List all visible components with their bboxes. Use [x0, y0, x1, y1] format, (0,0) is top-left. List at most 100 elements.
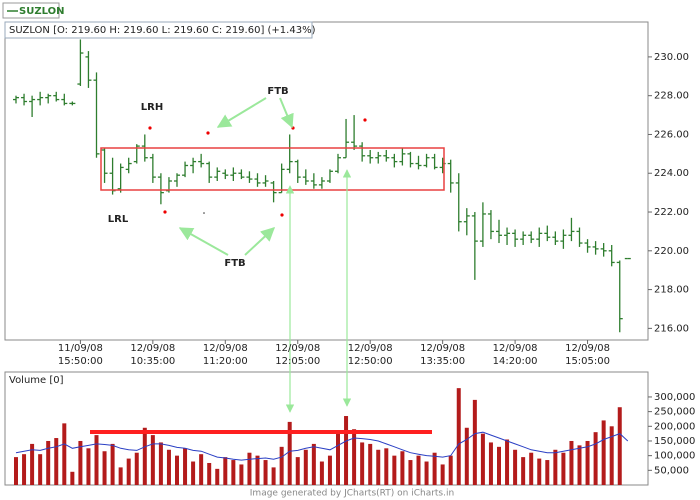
marks: 216.00 218.00 220.00 222.00 224.00 226.00 228.…: [13, 39, 695, 485]
volume-bar: [14, 457, 18, 485]
volume-bar: [585, 440, 590, 485]
volume-bar: [22, 454, 27, 485]
volume-bar: [464, 427, 469, 485]
y-tick-label: 228.00: [654, 91, 689, 102]
annotation-shapes: [90, 97, 445, 434]
volume-bar: [158, 442, 163, 485]
info-box: [4, 21, 313, 39]
annotation: LRH: [141, 102, 163, 113]
volume-bar: [86, 448, 91, 485]
volume-bar: [344, 416, 349, 485]
volume-bar: [255, 455, 260, 485]
volume-bar: [384, 448, 389, 485]
volume-bar: [593, 432, 598, 485]
x-tick-label: 12/09/08 12:05:00: [275, 343, 321, 367]
volume-bar: [303, 449, 308, 485]
volume-bar: [472, 399, 477, 485]
volume-bar: [126, 458, 131, 485]
legend-box: [2, 2, 60, 19]
volume-bar: [440, 464, 445, 485]
volume-average: [15, 431, 629, 461]
volume-bar: [319, 461, 324, 485]
volume-bar: [215, 468, 220, 485]
volume-bar: [231, 460, 236, 485]
volume-bar: [432, 452, 437, 485]
legend-label: SUZLON: [19, 6, 64, 17]
volume-bar: [279, 446, 284, 485]
volume-bar: [223, 457, 228, 485]
y-tick-label: 300,000: [654, 392, 695, 403]
volume-bar: [118, 467, 123, 485]
volume-bar: [247, 452, 252, 485]
volume-bar: [94, 435, 99, 485]
volume-bar: [70, 471, 75, 485]
volume-bar: [505, 439, 510, 485]
annotation: FTB: [224, 258, 245, 269]
volume-bar: [456, 388, 461, 485]
volume-bar: [62, 423, 67, 485]
volume-bar: [609, 426, 614, 485]
volume-bar: [46, 440, 51, 485]
volume-bar: [601, 420, 606, 485]
x-tick-label: 12/09/08 11:20:00: [202, 343, 248, 367]
volume-bar: [521, 457, 526, 485]
y-tick-label: 250,000: [654, 407, 695, 418]
info-text: SUZLON [O: 219.60 H: 219.60 L: 219.60 C:…: [9, 25, 316, 36]
volume-bar: [150, 435, 155, 485]
volume-bar: [416, 455, 421, 485]
volume-bar: [497, 446, 501, 485]
volume-panel: [4, 371, 649, 486]
volume-bar: [529, 452, 534, 485]
volume-bar: [207, 462, 212, 485]
volume-bar: [561, 452, 566, 485]
volume-bar: [295, 457, 300, 485]
volume-bar: [239, 464, 244, 485]
y-tick-label: 218.00: [654, 285, 689, 296]
volume-bar: [54, 438, 59, 485]
x-tick-label: 12/09/08 13:35:00: [420, 343, 466, 367]
volume-title: Volume [0]: [9, 375, 64, 386]
volume-bar: [175, 455, 179, 485]
volume-bar: [166, 449, 171, 485]
volume-bar: [448, 455, 453, 485]
volume-bar: [513, 449, 518, 485]
volume-bar: [336, 433, 340, 485]
volume-bar: [110, 443, 115, 485]
volume-bar: [569, 440, 574, 485]
annotation: LRL: [108, 214, 129, 225]
annotation: FTB: [267, 86, 288, 97]
y-tick-label: 222.00: [654, 207, 689, 218]
volume-bar: [545, 460, 550, 485]
volume-bar: [287, 421, 292, 485]
y-tick-label: 50,000: [654, 465, 689, 476]
footer: Image generated by JCharts(RT) on iChart…: [250, 489, 454, 499]
volume-bar: [553, 449, 558, 485]
y-tick-label: 216.00: [654, 323, 689, 334]
y-tick-label: 226.00: [654, 129, 689, 140]
volume-bar: [392, 455, 397, 485]
x-tick-label: 12/09/08 10:35:00: [130, 343, 176, 367]
volume-bar: [577, 445, 582, 485]
y-tick-label: 230.00: [654, 52, 689, 63]
volume-bar: [183, 448, 188, 485]
y-tick-label: 220.00: [654, 246, 689, 257]
y-tick-label: 224.00: [654, 168, 689, 179]
volume-bar: [271, 467, 276, 485]
volume-bar: [199, 454, 204, 485]
volume-bar: [488, 442, 493, 485]
volume-bar: [134, 452, 139, 485]
volume-bar: [424, 461, 429, 485]
x-tick-label: 12/09/08 14:20:00: [492, 343, 538, 367]
volume-bar: [480, 433, 485, 485]
y-tick-label: 200,000: [654, 421, 695, 432]
volume-bar: [30, 443, 35, 485]
volume-bar: [311, 443, 316, 485]
volume-bar: [352, 429, 357, 485]
volume-bar: [537, 458, 542, 485]
volume-bar: [408, 460, 413, 485]
arrows: [178, 97, 352, 413]
x-tick-label: 12/09/08 15:05:00: [565, 343, 610, 367]
volume-bar: [263, 460, 268, 485]
